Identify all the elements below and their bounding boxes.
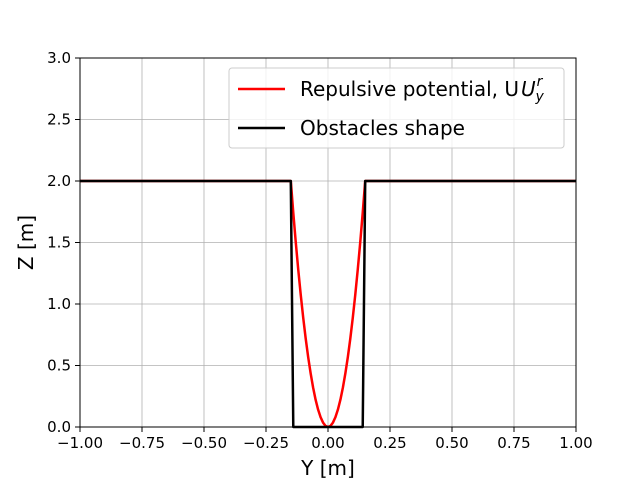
x-tick-label: −1.00	[57, 434, 103, 452]
x-tick-label: 0.50	[435, 434, 468, 452]
y-tick-label: 3.0	[47, 49, 71, 67]
y-tick-label: 1.0	[47, 295, 71, 313]
x-tick-label: −0.25	[243, 434, 289, 452]
legend-label-repulsive-potential: Repulsive potential, U Ur y	[300, 74, 544, 105]
y-tick-label: 2.0	[47, 172, 71, 190]
x-tick-label: −0.75	[119, 434, 165, 452]
x-axis-label: Y [m]	[300, 456, 355, 480]
x-tick-label: 0.00	[311, 434, 344, 452]
x-tick-label: 0.25	[373, 434, 406, 452]
axis-ticks: −1.00 −0.75 −0.50 −0.25 0.00 0.25 0.50 0.75 1.00…	[47, 49, 593, 452]
y-tick-label: 1.5	[47, 234, 71, 252]
y-axis-label: Z [m]	[14, 215, 38, 270]
y-tick-label: 0.5	[47, 357, 71, 375]
x-tick-label: −0.50	[181, 434, 227, 452]
x-tick-label: 0.75	[497, 434, 530, 452]
legend: Repulsive potential, U Ur y Obstacles shap…	[228, 67, 565, 149]
y-tick-label: 2.5	[47, 111, 71, 129]
legend-label-obstacles-shape: Obstacles shape	[300, 116, 465, 140]
x-tick-label: 1.00	[559, 434, 592, 452]
y-tick-label: 0.0	[47, 418, 71, 436]
legend-box	[228, 67, 565, 149]
